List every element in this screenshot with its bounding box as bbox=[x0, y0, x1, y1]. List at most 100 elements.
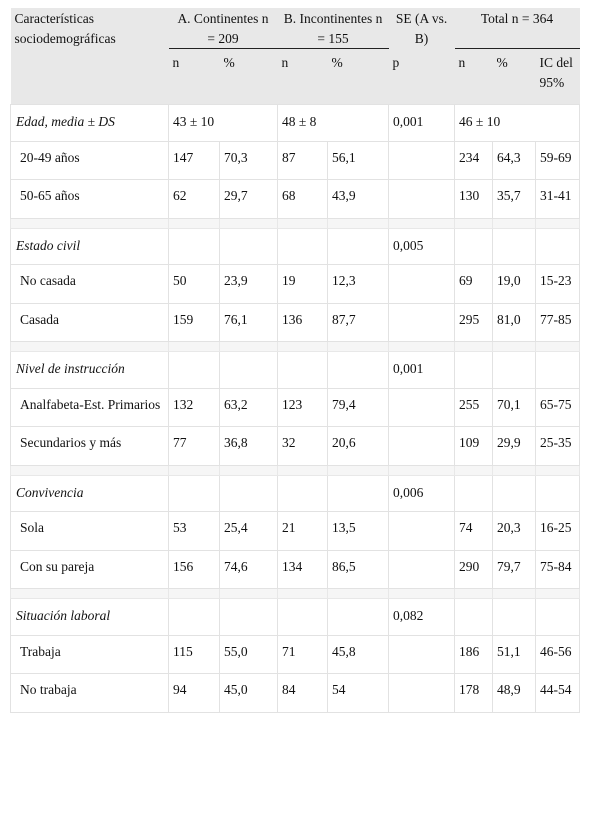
ci-cell: 16-25 bbox=[535, 511, 581, 551]
spacer-cell bbox=[388, 464, 456, 476]
p-cell bbox=[388, 549, 456, 589]
subheader-ci: IC del 95% bbox=[535, 48, 580, 105]
group-p-value: 0,082 bbox=[388, 598, 456, 636]
ci-cell: 75-84 bbox=[535, 549, 581, 589]
spacer-cell bbox=[454, 464, 494, 476]
b-n-cell: 87 bbox=[277, 140, 329, 180]
p-cell bbox=[388, 387, 456, 427]
row-label: 20-49 años bbox=[10, 140, 169, 180]
b-n-cell: 21 bbox=[277, 511, 329, 551]
empty-cell bbox=[168, 227, 220, 265]
spacer-cell bbox=[388, 341, 456, 352]
spacer-cell bbox=[388, 588, 456, 599]
subheader-total-pct: % bbox=[492, 48, 536, 105]
a-pct-cell: 55,0 bbox=[218, 634, 279, 674]
spacer-cell bbox=[492, 588, 537, 599]
empty-cell bbox=[168, 598, 220, 636]
b-pct-cell: 86,5 bbox=[327, 549, 390, 589]
b-n-cell: 134 bbox=[277, 549, 329, 589]
table-row: Sola 53 25,4 21 13,5 74 20,3 16-25 bbox=[10, 511, 581, 551]
ci-cell: 65-75 bbox=[535, 387, 581, 427]
empty-cell bbox=[277, 227, 329, 265]
ci-cell: 44-54 bbox=[535, 673, 581, 713]
group-p-value: 0,006 bbox=[388, 474, 456, 512]
subheader-a-n: n bbox=[168, 48, 220, 105]
spacer-cell bbox=[168, 217, 220, 229]
table-row: 20-49 años 147 70,3 87 56,1 234 64,3 59-69 bbox=[10, 140, 581, 180]
spacer-cell bbox=[388, 217, 456, 229]
b-pct-cell: 87,7 bbox=[327, 302, 390, 342]
empty-cell bbox=[277, 598, 329, 636]
spacer-cell bbox=[168, 341, 220, 352]
a-n-cell: 62 bbox=[168, 179, 220, 219]
b-n-cell: 84 bbox=[277, 673, 329, 713]
a-n-cell: 53 bbox=[168, 511, 220, 551]
a-n-cell: 159 bbox=[168, 302, 220, 342]
spacer-cell bbox=[492, 464, 537, 476]
b-pct-cell: 79,4 bbox=[327, 387, 390, 427]
empty-cell bbox=[454, 598, 494, 636]
a-n-cell: 132 bbox=[168, 387, 220, 427]
group-row: Edad, media ± DS 43 ± 10 48 ± 8 0,001 46 ± 1… bbox=[10, 104, 581, 142]
row-label: 50-65 años bbox=[10, 179, 169, 219]
empty-cell bbox=[327, 227, 390, 265]
row-label: Trabaja bbox=[10, 634, 169, 674]
row-label: No casada bbox=[10, 264, 169, 304]
row-label: Casada bbox=[10, 302, 169, 342]
empty-cell bbox=[492, 474, 537, 512]
total-pct-cell: 29,9 bbox=[492, 426, 537, 466]
spacer-cell bbox=[454, 341, 494, 352]
a-pct-cell: 23,9 bbox=[218, 264, 279, 304]
empty-cell bbox=[492, 598, 537, 636]
group-a-header: A. Continentes n = 209 bbox=[168, 8, 278, 49]
p-cell bbox=[388, 302, 456, 342]
ci-cell: 59-69 bbox=[535, 140, 581, 180]
subheader-p: p bbox=[388, 48, 455, 105]
spacer-cell bbox=[327, 464, 390, 476]
group-label: Convivencia bbox=[10, 474, 169, 512]
spacer-cell bbox=[535, 464, 581, 476]
group-p-value: 0,001 bbox=[388, 351, 456, 389]
group-label: Edad, media ± DS bbox=[10, 104, 169, 142]
ci-cell: 77-85 bbox=[535, 302, 581, 342]
empty-cell bbox=[277, 351, 329, 389]
empty-cell bbox=[492, 351, 537, 389]
spacer-cell bbox=[535, 217, 581, 229]
empty-cell bbox=[168, 474, 220, 512]
a-pct-cell: 76,1 bbox=[218, 302, 279, 342]
p-cell bbox=[388, 426, 456, 466]
total-n-cell: 186 bbox=[454, 634, 494, 674]
total-pct-cell: 81,0 bbox=[492, 302, 537, 342]
table-row: Trabaja 115 55,0 71 45,8 186 51,1 46-56 bbox=[10, 634, 581, 674]
spacer-cell bbox=[277, 341, 329, 352]
total-pct-cell: 64,3 bbox=[492, 140, 537, 180]
spacer-cell bbox=[277, 217, 329, 229]
group-spacer bbox=[10, 588, 581, 599]
se-header: SE (A vs. B) bbox=[388, 8, 455, 49]
total-pct-cell: 79,7 bbox=[492, 549, 537, 589]
group-spacer bbox=[10, 341, 581, 352]
p-cell bbox=[388, 511, 456, 551]
table-row: Con su pareja 156 74,6 134 86,5 290 79,7 75-84 bbox=[10, 549, 581, 589]
b-n-cell: 136 bbox=[277, 302, 329, 342]
empty-cell bbox=[327, 598, 390, 636]
table-row: Analfabeta-Est. Primarios 132 63,2 123 79,4 2… bbox=[10, 387, 581, 427]
spacer-cell bbox=[277, 464, 329, 476]
group-row: Convivencia 0,006 bbox=[10, 474, 581, 512]
total-n-cell: 74 bbox=[454, 511, 494, 551]
spacer-cell bbox=[10, 217, 169, 229]
sociodemographic-table: Características sociodemográficas A. Con… bbox=[10, 8, 581, 713]
spacer-cell bbox=[10, 341, 169, 352]
empty-cell bbox=[492, 227, 537, 265]
spacer-cell bbox=[492, 341, 537, 352]
table-row: Casada 159 76,1 136 87,7 295 81,0 77-85 bbox=[10, 302, 581, 342]
empty-cell bbox=[327, 474, 390, 512]
spacer-cell bbox=[535, 341, 581, 352]
total-pct-cell: 48,9 bbox=[492, 673, 537, 713]
row-label: Con su pareja bbox=[10, 549, 169, 589]
group-b-value: 48 ± 8 bbox=[277, 104, 390, 142]
subheader-total-n: n bbox=[454, 48, 493, 105]
spacer-cell bbox=[492, 217, 537, 229]
table-row: 50-65 años 62 29,7 68 43,9 130 35,7 31-41 bbox=[10, 179, 581, 219]
